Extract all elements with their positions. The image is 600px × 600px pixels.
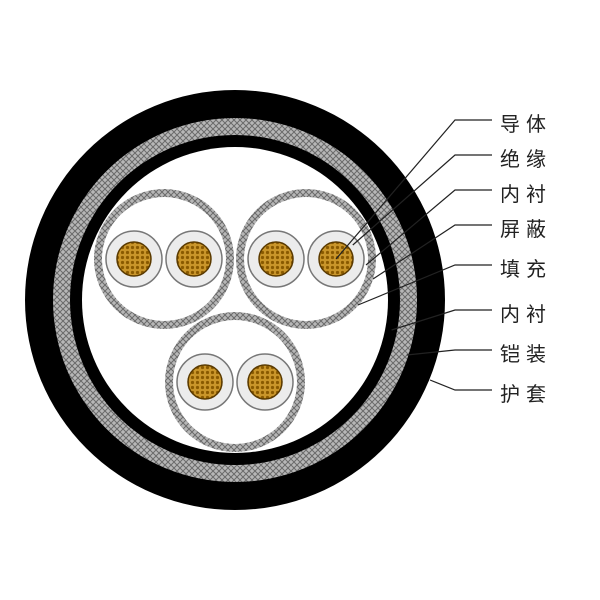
- label-fill: 填充: [500, 253, 552, 282]
- conductor-core: [177, 242, 211, 276]
- label-insulation: 绝缘: [500, 143, 552, 172]
- conductor-core: [117, 242, 151, 276]
- label-armor: 铠装: [500, 338, 552, 367]
- conductor-core: [259, 242, 293, 276]
- label-shield: 屏蔽: [500, 213, 552, 242]
- label-conductor: 导体: [500, 108, 552, 137]
- label-inner1: 内衬: [500, 178, 552, 207]
- label-inner2: 内衬: [500, 298, 552, 327]
- label-sheath: 护套: [500, 378, 552, 407]
- conductor-core: [248, 365, 282, 399]
- leader-line: [430, 380, 492, 390]
- conductor-core: [188, 365, 222, 399]
